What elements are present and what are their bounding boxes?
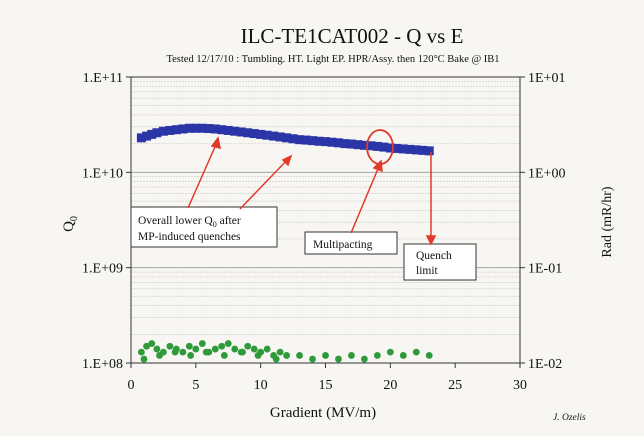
x-tick-label: 0 [128,378,135,393]
data-point-rad [231,346,238,353]
y-left-tick-label: 1.E+11 [83,71,123,86]
data-point-rad [199,340,206,347]
data-point-rad [251,346,258,353]
chart-title: ILC-TE1CAT002 - Q vs E [241,24,464,48]
data-point-rad [273,356,280,363]
x-tick-label: 30 [513,378,527,393]
data-point-rad [387,349,394,356]
data-point-rad [277,349,284,356]
data-point-rad [156,352,163,359]
y-left-tick-label: 1.E+08 [82,357,123,372]
data-point-rad [239,349,246,356]
data-point-rad [335,356,342,363]
data-point-rad [179,349,186,356]
annotation-lower-q-line2: MP-induced quenches [138,231,241,243]
x-tick-label: 5 [192,378,199,393]
data-point-rad [374,352,381,359]
x-axis-label: Gradient (MV/m) [270,405,376,421]
y-left-tick-label: 1.E+10 [82,166,123,181]
y-right-tick-label: 1E+01 [528,71,565,86]
x-tick-label: 25 [448,378,462,393]
data-point-rad [283,352,290,359]
chart-subtitle: Tested 12/17/10 : Tumbling. HT. Light EP… [166,54,499,65]
data-point-rad [148,340,155,347]
x-tick-label: 10 [254,378,268,393]
data-point-rad [244,343,251,350]
credit-text: J. Ozelis [553,413,586,423]
data-point-rad [426,352,433,359]
data-point-rad [187,352,194,359]
data-point-rad [225,340,232,347]
y-right-tick-label: 1E-02 [528,357,562,372]
data-point-rad [296,352,303,359]
data-point-rad [361,356,368,363]
data-point-rad [138,349,145,356]
data-point-rad [212,346,219,353]
y-axis-left-label-sub: 0 [69,216,80,221]
annotation-quench-line1: Quench [416,250,452,262]
data-point-rad [400,352,407,359]
y-right-tick-label: 1E+00 [528,166,565,181]
data-point-rad [255,352,262,359]
data-point-rad [322,352,329,359]
data-point-rad [413,349,420,356]
data-point-rad [309,356,316,363]
annotation-lower-q-after: after [217,215,241,227]
annotation-lower-q-text: Overall lower Q [138,215,213,227]
data-point-rad [348,352,355,359]
data-point-rad [167,343,174,350]
data-point-rad [203,349,210,356]
data-point-rad [192,346,199,353]
data-point-rad [221,352,228,359]
y-left-tick-label: 1.E+09 [82,262,123,277]
y-right-tick-label: 1E-01 [528,262,562,277]
data-point-q0 [425,146,434,155]
data-point-rad [186,343,193,350]
data-point-rad [264,346,271,353]
x-tick-label: 20 [383,378,397,393]
annotation-lower-q-line1: Overall lower Q0 after [138,215,241,229]
x-tick-label: 15 [319,378,333,393]
data-point-rad [154,346,161,353]
y-axis-left-label-main: Q [61,221,77,232]
annotation-multipacting: Multipacting [313,239,373,251]
data-point-rad [172,349,179,356]
data-point-rad [141,356,148,363]
annotation-quench-line2: limit [416,265,439,277]
y-axis-right-label: Rad (mR/hr) [600,186,615,257]
data-point-rad [218,343,225,350]
